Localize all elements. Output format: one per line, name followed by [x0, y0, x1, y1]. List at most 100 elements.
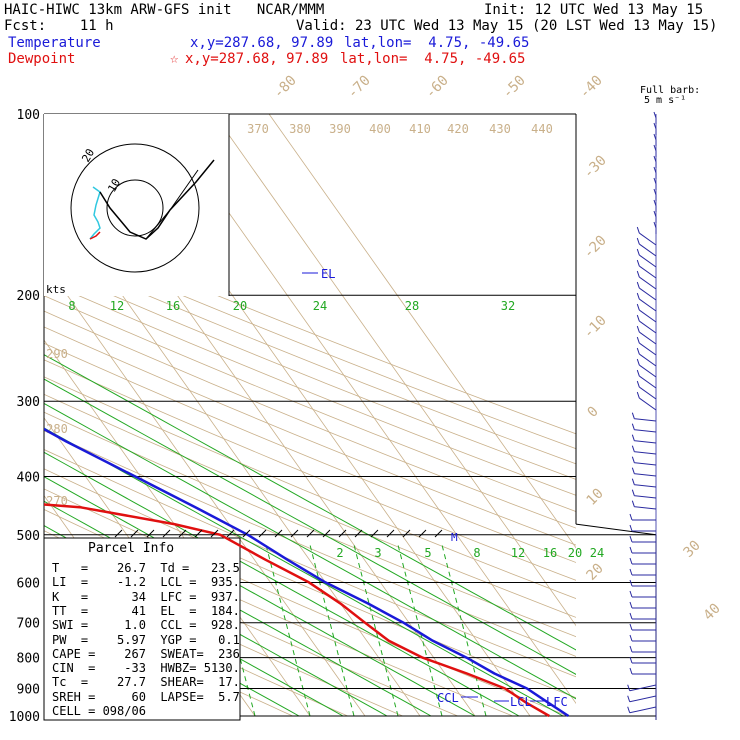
wind-barb-feather: [629, 601, 633, 609]
wind-barb: [638, 298, 657, 312]
hodograph: 10 20: [44, 114, 230, 296]
pressure-label-200: 200: [17, 289, 40, 304]
dewpoint-xy-readout: x,y=287.68, 97.89: [185, 51, 329, 67]
isotherm-label: -40: [577, 73, 606, 102]
wind-barb-feather: [653, 166, 657, 174]
pressure-label-700: 700: [17, 617, 40, 632]
mixing-ratio-label: 5: [424, 546, 431, 560]
wind-barb-feather: [636, 237, 640, 245]
hatch-tick: [418, 529, 427, 538]
wind-barb: [638, 309, 657, 323]
wind-barb-feather: [653, 144, 657, 152]
dewpoint-legend-label: Dewpoint: [8, 51, 76, 67]
wind-barb: [638, 320, 657, 334]
theta-label: 410: [409, 122, 431, 136]
wind-barb-feather: [629, 579, 633, 587]
wind-barb-feather: [636, 303, 640, 311]
temperature-legend-label: Temperature: [8, 35, 101, 51]
hatch-tick: [130, 529, 139, 538]
parcel-info-title: Parcel Info: [88, 541, 174, 556]
dry-adiabat-line: [44, 222, 576, 435]
parcel-info-panel: Parcel Info: [43, 537, 241, 721]
hatch-tick: [274, 529, 283, 538]
wind-barb-feather: [631, 478, 635, 485]
pressure-label-500: 500: [17, 529, 40, 544]
dry-adiabat-line: [44, 430, 576, 657]
dry-adiabat-line: [44, 279, 576, 496]
mixing-ratio-label: 20: [233, 299, 247, 313]
mixing-ratio-label: 24: [313, 299, 327, 313]
wind-barb-feather: [629, 524, 633, 532]
hatch-tick: [370, 529, 379, 538]
wind-barb: [638, 276, 657, 290]
wind-barb-feather: [631, 467, 635, 474]
mixing-ratio-label: 16: [166, 299, 180, 313]
wind-barb: [634, 418, 657, 422]
wind-barb: [638, 386, 657, 400]
parcel-info-row: CIN = -33 HWBZ= 5130.: [52, 661, 240, 676]
wind-barb-feather: [631, 434, 635, 441]
theta-label: 390: [329, 122, 351, 136]
hodograph-ring-label: 20: [79, 147, 97, 165]
wind-barb: [629, 695, 657, 703]
dry-adiabat-line: [44, 574, 348, 717]
parcel-info-box: [43, 537, 241, 721]
wind-barb-feather: [653, 199, 657, 207]
isotherm-label: -70: [345, 73, 374, 102]
mixing-ratio-label: 2: [336, 546, 343, 560]
dry-adiabat-line: [44, 411, 576, 638]
theta-label: 400: [369, 122, 391, 136]
wind-barb: [638, 342, 657, 356]
wind-barb-feather: [653, 111, 657, 119]
wind-barb-feather: [653, 210, 657, 218]
wind-barb-feather: [629, 535, 633, 543]
wind-barb-feather: [636, 270, 640, 278]
wind-barb-feather: [653, 188, 657, 196]
isotherm-label: -50: [500, 73, 529, 102]
wind-barb: [638, 375, 657, 389]
dry-adiabat-line: [44, 359, 576, 581]
theta-label: 440: [531, 122, 553, 136]
wind-barb: [638, 232, 657, 246]
wind-barb-feather: [629, 546, 633, 554]
wind-barb: [638, 243, 657, 257]
hatch-tick: [338, 529, 347, 538]
hatch-tick: [178, 529, 187, 538]
barb-legend-title: Full barb:: [640, 85, 701, 96]
parcel-info-row: PW = 5.97 YGP = 0.1: [52, 632, 240, 647]
wind-barb: [638, 265, 657, 279]
wind-barb: [638, 364, 657, 378]
isotherm-label: -10: [581, 313, 610, 342]
hatch-tick: [258, 529, 267, 538]
hatch-tick: [242, 529, 251, 538]
dry-adiabat-line: [44, 326, 576, 546]
hatch-tick: [194, 529, 203, 538]
wind-barb-feather: [629, 568, 633, 576]
wind-barb: [634, 462, 657, 466]
isotherm-label: 30: [681, 538, 704, 561]
wind-barb-feather: [636, 292, 640, 300]
parcel-info-row: SWI = 1.0 CCL = 928.: [52, 618, 240, 633]
parcel-info-row: CELL = 098/06: [52, 704, 146, 718]
hodograph-units-label: kts: [46, 283, 66, 296]
hatch-tick: [114, 529, 123, 538]
dry-adiabat-line: [44, 236, 576, 450]
wind-barb: [629, 684, 657, 692]
dry-adiabat-line: [44, 376, 576, 600]
mixing-ratio-label: 32: [501, 299, 515, 313]
wind-barb-feather: [631, 412, 635, 419]
mixing-ratio-line: [353, 544, 399, 717]
wind-barb-feather: [653, 155, 657, 163]
wind-barb-feather: [629, 634, 633, 642]
wind-barb: [638, 353, 657, 367]
wind-barb-feather: [636, 391, 640, 399]
hatch-tick: [354, 529, 363, 538]
wind-barb-feather: [636, 314, 640, 322]
wind-barb: [638, 331, 657, 345]
isotherm-label: 0: [585, 404, 602, 421]
hatch-tick: [290, 529, 299, 538]
wind-barb-feather: [631, 423, 635, 430]
pressure-label-300: 300: [17, 395, 40, 410]
parcel-info-row: K = 34 LFC = 937.: [52, 589, 240, 604]
dry-adiabat-line: [44, 310, 576, 529]
